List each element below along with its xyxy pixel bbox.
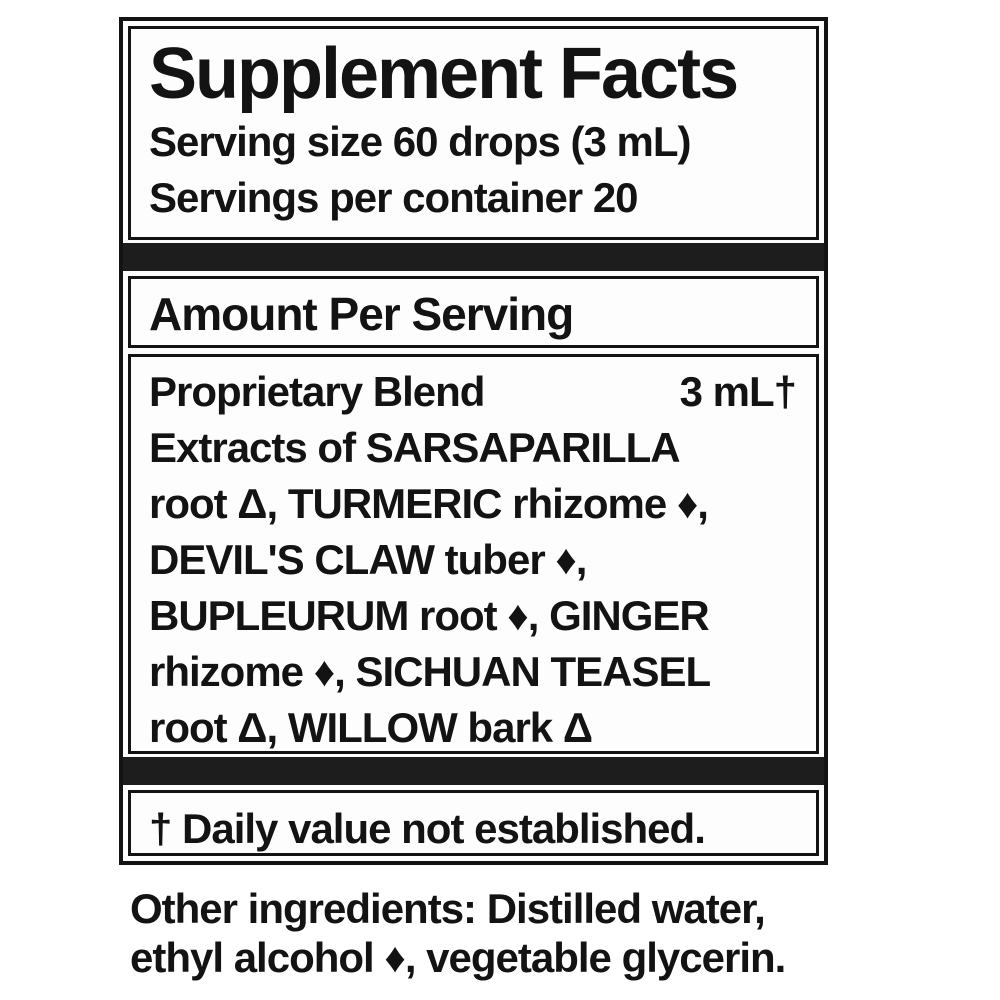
daily-value-footnote: † Daily value not established. [128, 790, 819, 856]
ingredients-section: Proprietary Blend 3 mL† Extracts of SARS… [128, 354, 819, 754]
ingredient-line: root Δ, TURMERIC rhizome ♦, [149, 480, 709, 527]
proprietary-blend-row: Proprietary Blend 3 mL† [149, 363, 797, 420]
blend-name: Proprietary Blend [149, 368, 485, 415]
ingredient-line: BUPLEURUM root ♦, GINGER [149, 592, 710, 639]
serving-size: Serving size 60 drops (3 mL) [149, 118, 692, 166]
amount-per-serving-header: Amount Per Serving [128, 276, 819, 348]
label-title: Supplement Facts [149, 34, 739, 114]
other-ingredients: Other ingredients: Distilled water, ethy… [130, 884, 786, 982]
servings-per-container: Servings per container 20 [149, 174, 639, 222]
other-ingredients-line2: ethyl alcohol ♦, vegetable glycerin. [130, 934, 786, 981]
blend-amount: 3 mL† [679, 368, 797, 415]
supplement-facts-label: Supplement Facts Serving size 60 drops (… [119, 17, 828, 865]
ingredient-line: DEVIL'S CLAW tuber ♦, [149, 536, 587, 583]
separator-bar-bottom [123, 757, 824, 785]
ingredient-line: Extracts of SARSAPARILLA [149, 424, 681, 471]
other-ingredients-line1: Other ingredients: Distilled water, [130, 885, 766, 932]
ingredient-line: root Δ, WILLOW bark Δ [149, 704, 593, 751]
separator-bar-top [123, 243, 824, 272]
ingredient-line: rhizome ♦, SICHUAN TEASEL [149, 648, 711, 695]
serving-info-section: Supplement Facts Serving size 60 drops (… [128, 26, 819, 241]
